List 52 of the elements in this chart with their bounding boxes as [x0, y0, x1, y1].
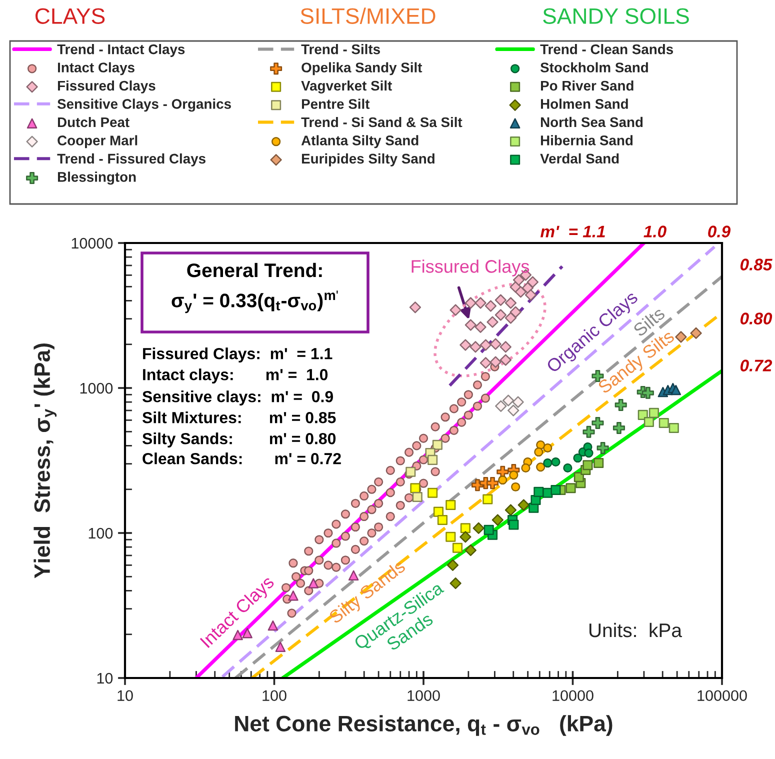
y-tick-label: 10	[97, 672, 113, 684]
annotation: Silty Sands: m' = 0.80	[142, 432, 336, 448]
text: m' = 1.1	[540, 226, 605, 238]
legend-label: Opelika Sandy Silt	[302, 62, 422, 76]
legend-label: Trend - Clean Sands	[540, 44, 674, 54]
legend-label: Holmen Sand	[540, 98, 628, 109]
annotation: σ$_{y}$' = 0.33(q$_{t}$-σ$_{vo}$)$^{m'}$	[172, 290, 338, 314]
legend-label: Blessington	[58, 172, 136, 185]
y-tick-label: 10000	[72, 238, 113, 249]
legend-label: Vagverket Silt	[301, 80, 392, 94]
legend-label: Dutch Peat	[58, 116, 130, 128]
x-tick-label: 100	[262, 690, 286, 702]
annotation: Sensitive clays: m' = 0.9	[142, 390, 333, 406]
legend-label: North Sea Sand	[540, 116, 643, 128]
x-tick-label: 100000	[698, 690, 747, 702]
y-tick-label: 1000	[80, 382, 113, 394]
legend-label: Trend - Fissured Clays	[57, 153, 206, 166]
y-tick-label: 100	[88, 528, 113, 539]
legend-label: Sensitive Clays - Organics	[57, 98, 231, 112]
annotation: Clean Sands: m' = 0.72	[142, 452, 341, 464]
annotation: Silt Mixtures: m' = 0.85	[142, 412, 336, 424]
legend-label: Euripides Silty Sand	[302, 153, 434, 166]
legend-label: Atlanta Silty Sand	[301, 135, 418, 148]
text: SANDY SOILS	[543, 8, 689, 24]
y-axis-title: Yield Stress, σ$_{y}$' (kPa)	[34, 344, 57, 578]
legend-label: Cooper Marl	[58, 135, 138, 148]
annotation: General Trend:	[187, 262, 322, 278]
legend-label: Trend - Silts	[301, 44, 380, 54]
legend-label: Trend - Intact Clays	[57, 44, 185, 57]
legend-label: Fissured Clays	[58, 80, 156, 94]
legend-label: Trend - Si Sand & Sa Silt	[301, 116, 462, 128]
legend-label: Stockholm Sand	[540, 62, 648, 72]
annotation: Units: kPa	[589, 622, 682, 638]
x-tick-label: 10000	[552, 690, 594, 702]
text: 1.0	[644, 226, 666, 238]
annotation: Fissured Clays	[412, 260, 530, 276]
text: Net Cone Resistance, q$_{t}$ - σ$_{vo}$ (kPa)	[235, 715, 612, 736]
legend-label: Po River Sand	[540, 80, 634, 91]
legend-label: Pentre Silt	[302, 98, 370, 109]
text: 0.85	[740, 258, 772, 270]
annotation: Fissured Clays: m' = 1.1	[143, 348, 332, 362]
text: 0.72	[740, 360, 772, 372]
text: 0.9	[708, 226, 731, 238]
text: SILTS/MIXED	[300, 8, 436, 24]
annotation: Intact clays: m' = 1.0	[143, 368, 328, 384]
text: 0.80	[740, 312, 772, 324]
x-tick-label: 10	[118, 690, 133, 702]
text: CLAYS	[36, 8, 105, 24]
legend-label: Verdal Sand	[540, 153, 619, 164]
legend-label: Hibernia Sand	[540, 135, 633, 146]
legend-label: Intact Clays	[58, 62, 134, 76]
x-tick-label: 1000	[408, 690, 440, 702]
